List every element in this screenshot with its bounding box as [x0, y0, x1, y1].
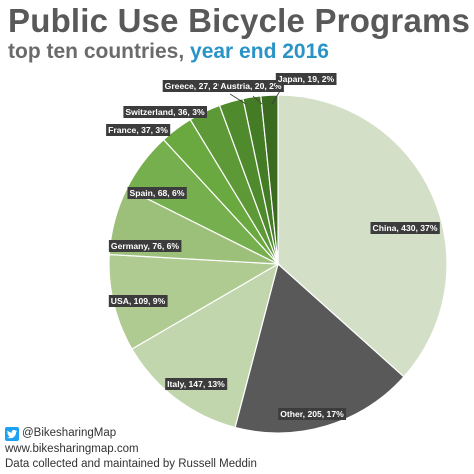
pie-slices — [108, 94, 448, 434]
footer: @BikesharingMap www.bikesharingmap.com D… — [5, 426, 257, 473]
website-link[interactable]: www.bikesharingmap.com — [5, 442, 139, 455]
data-label-germany: Germany, 76, 6% — [111, 241, 180, 251]
chart-subtitle: top ten countries, year end 2016 — [8, 40, 329, 64]
data-label-china: China, 430, 37% — [373, 223, 438, 233]
data-label-box-other — [278, 408, 347, 420]
data-label-box-germany — [108, 240, 182, 252]
data-label-usa: USA, 109, 9% — [111, 296, 166, 306]
pie-slice-japan — [260, 94, 279, 265]
data-label-other: Other, 205, 17% — [280, 409, 344, 419]
twitter-handle[interactable]: @BikesharingMap — [22, 427, 117, 439]
data-label-box-greece — [162, 80, 228, 92]
data-label-box-china — [370, 222, 440, 234]
data-label-spain: Spain, 68, 6% — [130, 188, 185, 198]
data-label-france: France, 37, 3% — [108, 125, 168, 135]
data-label-italy: Italy, 147, 13% — [167, 379, 225, 389]
data-label-box-france — [106, 124, 171, 136]
data-label-box-austria — [218, 80, 284, 92]
data-label-japan: Japan, 19, 2% — [278, 74, 335, 84]
chart-title: Public Use Bicycle Programs — [8, 2, 471, 39]
data-label-switzerland: Switzerland, 36, 3% — [125, 107, 205, 117]
subtitle-highlight: year end 2016 — [190, 40, 329, 63]
data-label-box-switzerland — [123, 106, 207, 118]
twitter-bird-icon[interactable] — [5, 426, 19, 441]
data-label-box-usa — [108, 295, 168, 307]
data-labels: China, 430, 37% Other, 205, 17% Italy, 147… — [106, 73, 440, 420]
pie-slice-other — [234, 262, 405, 434]
data-label-box-japan — [275, 73, 337, 85]
data-credit: Data collected and maintained by Russell… — [5, 458, 257, 470]
data-label-greece: Greece, 27, 2% — [165, 81, 226, 91]
twitter-row: @BikesharingMap — [5, 426, 257, 442]
subtitle-main: top ten countries, — [8, 40, 191, 63]
data-label-box-italy — [165, 378, 228, 390]
leader-line-austria — [252, 95, 263, 105]
leader-line-greece — [229, 93, 247, 105]
data-label-austria: Austria, 20, 2% — [220, 81, 281, 91]
pie-slice-china — [277, 94, 448, 378]
data-label-box-spain — [127, 187, 187, 199]
